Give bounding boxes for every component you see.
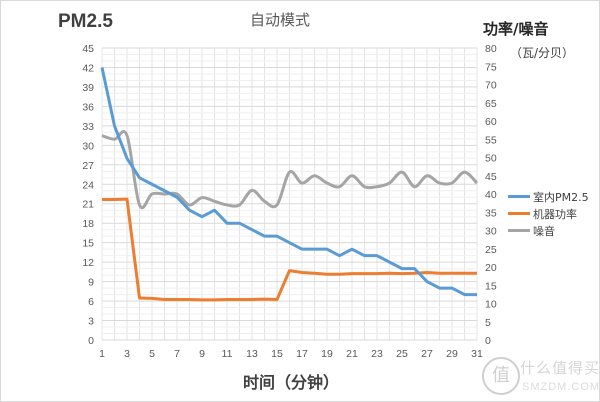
y-right-tick-label: 40 [485, 189, 497, 201]
y-left-tick-label: 21 [82, 199, 94, 211]
legend-item: 室内PM2.5 [508, 188, 589, 205]
y-left-tick-label: 42 [82, 62, 94, 74]
watermark-domain: SMZDM.COM [522, 381, 600, 393]
y-right-tick-label: 5 [485, 317, 491, 329]
y-right-tick-label: 10 [485, 299, 497, 311]
x-tick-label: 1 [99, 348, 105, 360]
y-left-tick-label: 36 [82, 101, 94, 113]
x-tick-label: 9 [199, 348, 205, 360]
x-tick-label: 13 [246, 348, 258, 360]
legend-label: 噪音 [533, 224, 555, 238]
y-right-tick-label: 0 [485, 335, 491, 347]
series-line-power [102, 197, 477, 302]
y-right-tick-label: 15 [485, 280, 497, 292]
legend-swatch-icon [508, 229, 530, 232]
y-left-tick-label: 24 [82, 179, 94, 191]
y-right-tick-label: 80 [485, 43, 497, 55]
y-left-tick-label: 9 [88, 277, 94, 289]
y-left-tick-label: 33 [82, 121, 94, 133]
y-left-tick-label: 0 [88, 335, 94, 347]
legend-label: 机器功率 [533, 207, 577, 221]
right-axis-title: 功率/噪音 [483, 20, 549, 38]
y-right-tick-label: 65 [485, 98, 497, 110]
x-tick-label: 29 [446, 348, 458, 360]
series-line-pm25 [100, 67, 477, 297]
x-tick-label: 17 [296, 348, 308, 360]
x-tick-label: 11 [222, 348, 233, 360]
x-tick-label: 3 [124, 348, 130, 360]
y-right-tick-label: 60 [485, 116, 497, 128]
right-axis-unit: （瓦/分贝） [510, 46, 575, 60]
x-tick-label: 5 [149, 348, 155, 360]
y-left-tick-label: 3 [88, 316, 94, 328]
chart-title: 自动模式 [250, 11, 311, 29]
legend-swatch-icon [508, 195, 530, 198]
x-tick-label: 19 [321, 348, 333, 360]
x-tick-label: 27 [421, 348, 433, 360]
y-left-tick-label: 15 [82, 238, 94, 250]
y-left-tick-label: 45 [82, 43, 94, 55]
y-right-tick-label: 45 [485, 171, 497, 183]
y-right-tick-label: 25 [485, 244, 497, 256]
legend-swatch-icon [508, 212, 530, 215]
x-tick-label: 21 [346, 348, 358, 360]
x-tick-label: 31 [471, 348, 483, 360]
y-left-tick-label: 12 [82, 257, 94, 269]
y-right-tick-label: 75 [485, 61, 497, 73]
watermark: 值 什么值得买 SMZDM.COM [482, 355, 600, 399]
legend-item: 噪音 [508, 222, 589, 239]
legend-label: 室内PM2.5 [533, 190, 589, 204]
left-axis-title: PM2.5 [58, 11, 113, 32]
x-axis-title: 时间（分钟） [243, 373, 340, 392]
y-right-tick-label: 50 [485, 153, 497, 165]
y-left-tick-label: 18 [82, 218, 94, 230]
x-tick-label: 7 [174, 348, 180, 360]
y-right-tick-label: 70 [485, 80, 497, 92]
legend-item: 机器功率 [508, 205, 589, 222]
watermark-text: 什么值得买 [520, 359, 600, 377]
series-line-noise [101, 130, 479, 210]
x-tick-label: 15 [271, 348, 283, 360]
y-right-tick-label: 30 [485, 226, 497, 238]
y-right-tick-label: 55 [485, 134, 497, 146]
y-left-tick-label: 30 [82, 140, 94, 152]
x-tick-label: 23 [371, 348, 383, 360]
legend: 室内PM2.5 机器功率噪音 [508, 188, 589, 239]
y-left-tick-label: 27 [82, 160, 94, 172]
watermark-badge-icon: 值 [482, 357, 520, 395]
y-left-tick-label: 6 [88, 296, 94, 308]
y-right-tick-label: 35 [485, 207, 497, 219]
y-left-tick-label: 39 [82, 82, 94, 94]
y-right-tick-label: 20 [485, 262, 497, 274]
x-tick-label: 25 [396, 348, 408, 360]
